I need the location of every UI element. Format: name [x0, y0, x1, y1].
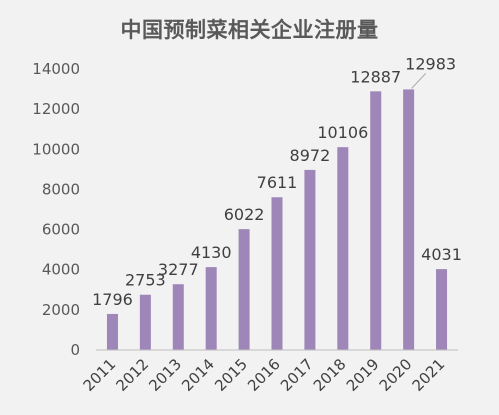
x-axis: 2011201220132014201520162017201820192020…	[80, 349, 458, 395]
x-tick-label: 2012	[112, 355, 152, 395]
x-tick-label: 2015	[211, 355, 251, 395]
bar	[436, 269, 448, 350]
x-tick-label: 2013	[145, 355, 185, 395]
bar	[403, 89, 415, 350]
bar	[271, 197, 283, 350]
bar	[304, 169, 316, 350]
x-tick-label: 2018	[310, 355, 350, 395]
bar	[172, 284, 184, 350]
bar	[238, 229, 250, 350]
x-tick-label: 2011	[80, 355, 120, 395]
data-label: 12887	[350, 67, 401, 86]
data-label: 2753	[125, 271, 166, 290]
y-tick-label: 2000	[42, 301, 80, 319]
x-tick-label: 2020	[376, 355, 416, 395]
bar	[337, 147, 349, 350]
y-tick-label: 8000	[42, 180, 80, 198]
data-label: 1796	[92, 290, 133, 309]
x-tick-label: 2016	[244, 355, 284, 395]
data-label: 4130	[191, 243, 232, 262]
y-tick-label: 14000	[32, 60, 80, 78]
bar	[106, 313, 118, 350]
chart-title: 中国预制菜相关企业注册量	[120, 18, 379, 42]
x-tick-label: 2021	[409, 355, 449, 395]
data-label: 12983	[405, 54, 456, 73]
x-tick-label: 2017	[277, 355, 317, 395]
data-label: 4031	[421, 245, 462, 264]
data-label: 3277	[158, 260, 199, 279]
y-tick-label: 4000	[42, 261, 80, 279]
y-axis: 0 2000 4000 6000 8000 10000 12000 14000	[32, 60, 80, 359]
data-label: 8972	[290, 146, 331, 165]
data-label: 10106	[317, 123, 368, 142]
x-tick-label: 2014	[178, 355, 218, 395]
y-tick-label: 10000	[32, 140, 80, 158]
data-label: 7611	[257, 173, 298, 192]
bar	[370, 91, 382, 350]
bar	[139, 294, 151, 350]
bars	[106, 89, 448, 350]
bar	[205, 267, 217, 350]
y-tick-label: 0	[70, 341, 80, 359]
x-tick-label: 2019	[343, 355, 383, 395]
y-tick-label: 12000	[32, 100, 80, 118]
y-tick-label: 6000	[42, 221, 80, 239]
leader-line	[411, 73, 427, 89]
data-label: 6022	[224, 205, 265, 224]
